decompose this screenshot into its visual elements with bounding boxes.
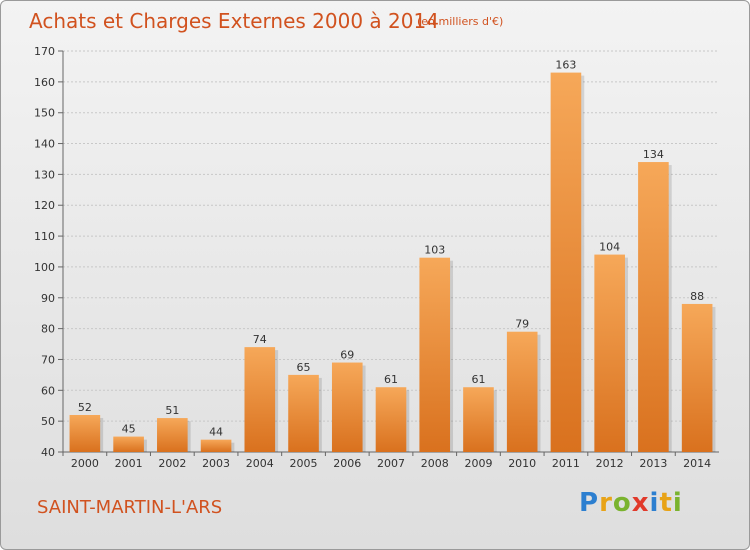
- bar-2013: [638, 162, 669, 453]
- y-tick-label-170: 170: [34, 45, 55, 58]
- x-tick-label-2002: 2002: [158, 457, 186, 470]
- chart-subtitle: (en milliers d'€): [417, 15, 504, 28]
- labels: 40 50 60 70 80 90 100 110 120 130 140 150 160 170 2000…: [34, 45, 711, 470]
- x-tick-label-2003: 2003: [202, 457, 230, 470]
- bar-2009: [463, 387, 494, 452]
- x-tick-label-2009: 2009: [464, 457, 492, 470]
- x-tick-label-2012: 2012: [596, 457, 624, 470]
- x-tick-label-2008: 2008: [421, 457, 449, 470]
- y-tick-label-120: 120: [34, 199, 55, 212]
- bar-2010: [506, 331, 538, 452]
- value-label-2002: 51: [165, 404, 179, 417]
- y-tick-label-50: 50: [41, 415, 55, 428]
- x-tick-label-2007: 2007: [377, 457, 405, 470]
- commune-name: SAINT-MARTIN-L'ARS: [37, 497, 223, 518]
- value-label-2004: 74: [253, 333, 267, 346]
- x-tick-label-2004: 2004: [246, 457, 274, 470]
- bar-2005: [288, 374, 319, 452]
- proxiti-logo: Proxiti: [579, 488, 683, 518]
- value-label-2000: 52: [78, 401, 92, 414]
- x-tick-label-2000: 2000: [71, 457, 99, 470]
- bars: [69, 72, 716, 453]
- bar-2011: [550, 72, 582, 452]
- y-tick-label-160: 160: [34, 76, 55, 89]
- x-tick-label-2013: 2013: [639, 457, 667, 470]
- bar-2004: [244, 347, 276, 452]
- y-tick-label-130: 130: [34, 168, 55, 181]
- value-label-2008: 103: [424, 244, 445, 257]
- x-tick-label-2005: 2005: [290, 457, 318, 470]
- x-tick-label-2014: 2014: [683, 457, 711, 470]
- bar-2000: [69, 414, 101, 452]
- y-tick-label-100: 100: [34, 261, 55, 274]
- y-tick-label-90: 90: [41, 292, 55, 305]
- y-tick-label-60: 60: [41, 384, 55, 397]
- y-tick-label-40: 40: [41, 446, 55, 459]
- value-label-2011: 163: [555, 59, 576, 72]
- bar-2006: [331, 362, 363, 452]
- value-label-2006: 69: [340, 349, 354, 362]
- x-tick-label-2010: 2010: [508, 457, 536, 470]
- value-label-2013: 134: [643, 148, 664, 161]
- y-tick-label-70: 70: [41, 353, 55, 366]
- y-tick-label-80: 80: [41, 323, 55, 336]
- bar-2008: [419, 257, 451, 452]
- x-tick-label-2011: 2011: [552, 457, 580, 470]
- value-label-2003: 44: [209, 426, 223, 439]
- value-label-2010: 79: [515, 318, 529, 331]
- bar-2012: [594, 254, 625, 452]
- value-label-2012: 104: [599, 241, 620, 254]
- bar-2007: [375, 387, 407, 452]
- x-tick-label-2001: 2001: [115, 457, 143, 470]
- y-tick-label-110: 110: [34, 230, 55, 243]
- value-label-2005: 65: [297, 361, 311, 374]
- bar-2014: [681, 303, 713, 452]
- y-tick-label-140: 140: [34, 138, 55, 151]
- chart-title: Achats et Charges Externes 2000 à 2014: [29, 9, 439, 33]
- bar-2003: [200, 439, 232, 452]
- bar-2001: [113, 436, 144, 452]
- value-label-2009: 61: [471, 373, 485, 386]
- y-tick-label-150: 150: [34, 107, 55, 120]
- value-label-2007: 61: [384, 373, 398, 386]
- value-label-2014: 88: [690, 290, 704, 303]
- x-tick-label-2006: 2006: [333, 457, 361, 470]
- bar-2002: [157, 418, 188, 452]
- value-label-2001: 45: [122, 423, 136, 436]
